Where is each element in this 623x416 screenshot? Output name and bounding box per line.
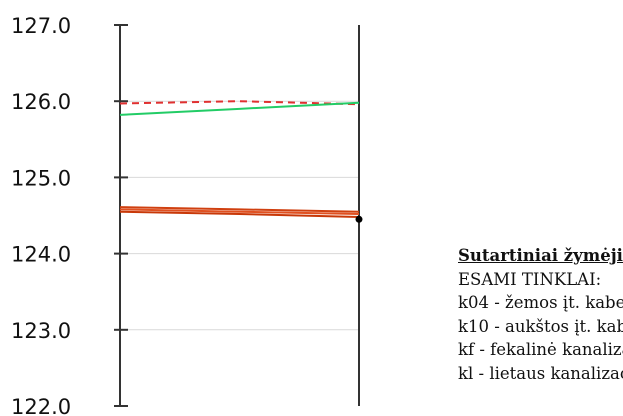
- point-marker-1: [355, 215, 363, 223]
- y-ticks: 127.0 126.0 125.0 124.0 123.0 122.0: [11, 14, 128, 416]
- y-tick-label: 126.0: [11, 90, 71, 114]
- series-line-3: [119, 206, 360, 213]
- legend-line-2: k04 - žemos įt. kabelis: [458, 293, 623, 312]
- legend-line-4: kf - fekalinė kanalizacija: [458, 340, 623, 359]
- legend-title: Sutartiniai žymėjimai: [458, 246, 623, 265]
- grid-lines: [120, 100, 359, 331]
- y-tick-label: 125.0: [11, 166, 71, 190]
- series-lines: [119, 100, 360, 219]
- legend-line-5: kl - lietaus kanalizacija: [458, 363, 623, 383]
- y-tick-label: 124.0: [11, 243, 71, 267]
- series-line-2: [119, 101, 360, 116]
- legend-line-1: ESAMI TINKLAI:: [458, 269, 602, 289]
- y-tick-label: 127.0: [11, 14, 71, 38]
- series-line-5: [119, 210, 360, 219]
- y-tick-label: 122.0: [11, 395, 71, 416]
- series-line-1: [119, 100, 360, 106]
- y-tick-label: 123.0: [11, 319, 71, 343]
- series-line-4: [119, 208, 360, 215]
- legend-line-3: k10 - aukštos įt. kabelis: [458, 316, 623, 336]
- legend: Sutartiniai žymėjimai ESAMI TINKLAI: k04…: [458, 244, 623, 416]
- point-markers: [355, 215, 363, 223]
